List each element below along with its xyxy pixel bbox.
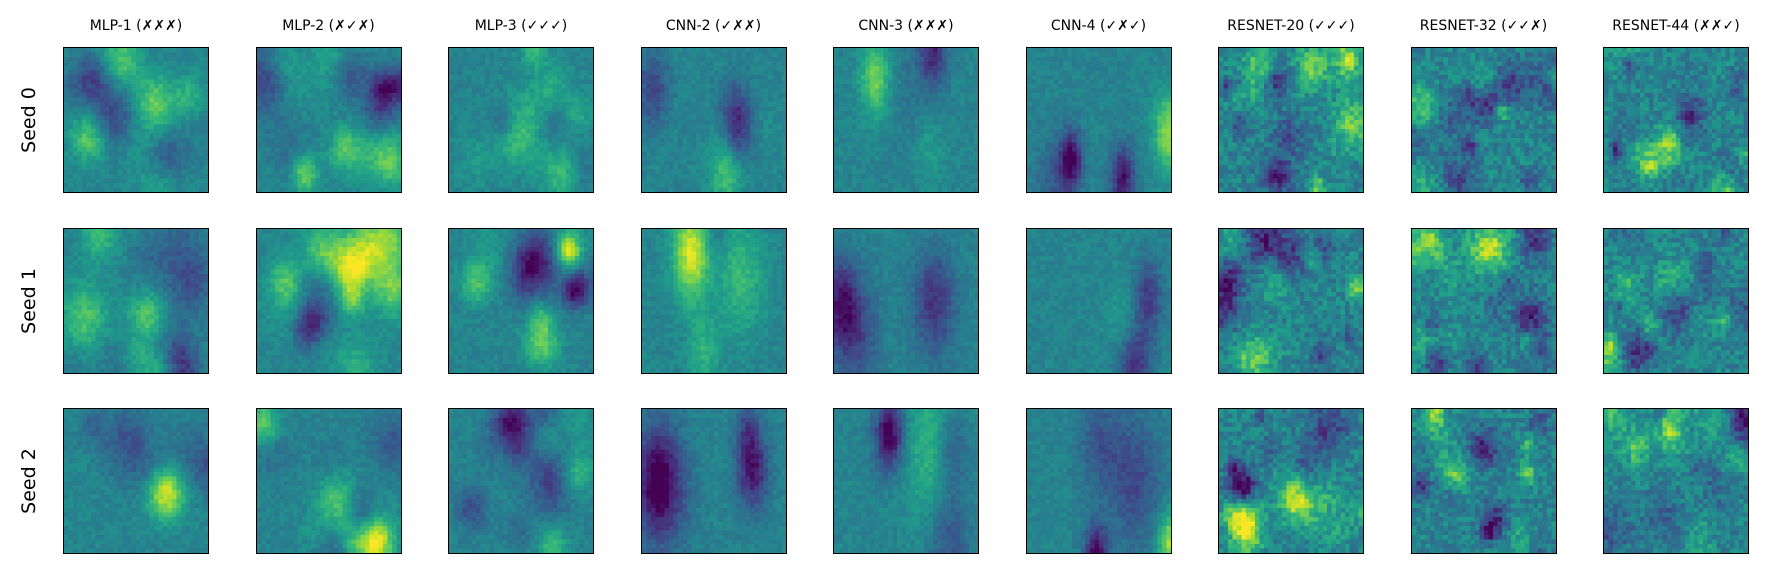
column-title: MLP-2 (✗✓✗) bbox=[282, 18, 375, 34]
saliency-map-panel bbox=[1218, 47, 1364, 193]
heatmap-image bbox=[834, 228, 978, 373]
saliency-map-panel bbox=[63, 227, 209, 374]
saliency-map-panel bbox=[640, 47, 787, 193]
heatmap-image bbox=[1219, 409, 1363, 553]
heatmap-image bbox=[1411, 228, 1556, 373]
saliency-map-panel bbox=[1025, 47, 1172, 193]
heatmap-image bbox=[449, 228, 593, 373]
heatmap-image bbox=[449, 48, 593, 192]
saliency-map-panel bbox=[1410, 408, 1557, 554]
saliency-map-panel bbox=[255, 408, 402, 554]
saliency-map-panel bbox=[448, 47, 594, 193]
saliency-map-panel bbox=[640, 408, 787, 554]
heatmap-image bbox=[64, 48, 208, 192]
saliency-map-panel bbox=[1410, 227, 1557, 374]
saliency-map-panel bbox=[255, 47, 402, 193]
saliency-map-panel bbox=[1218, 227, 1364, 374]
column-title: CNN-3 (✗✗✗) bbox=[858, 18, 954, 34]
column-title: MLP-3 (✓✓✓) bbox=[474, 18, 568, 34]
column-title: RESNET-20 (✓✓✓) bbox=[1227, 18, 1355, 34]
column-title: CNN-4 (✓✗✓) bbox=[1050, 18, 1147, 34]
saliency-map-panel bbox=[640, 227, 787, 374]
saliency-map-panel bbox=[1603, 47, 1749, 193]
heatmap-image bbox=[1026, 228, 1171, 373]
heatmap-image bbox=[1604, 48, 1748, 192]
heatmap-image bbox=[1604, 409, 1748, 553]
saliency-map-panel bbox=[1025, 227, 1172, 374]
saliency-map-panel bbox=[1603, 408, 1749, 554]
saliency-map-panel bbox=[63, 408, 209, 554]
saliency-map-panel bbox=[1410, 47, 1557, 193]
column-title: MLP-1 (✗✗✗) bbox=[89, 18, 183, 34]
heatmap-image bbox=[1604, 228, 1748, 373]
heatmap-image bbox=[256, 228, 401, 373]
heatmap-image bbox=[641, 48, 786, 192]
heatmap-image bbox=[1026, 48, 1171, 192]
row-label: Seed 1 bbox=[18, 267, 40, 334]
saliency-map-panel bbox=[448, 408, 594, 554]
row-label: Seed 2 bbox=[18, 448, 40, 514]
column-title: RESNET-44 (✗✗✓) bbox=[1612, 18, 1740, 34]
heatmap-image bbox=[256, 409, 401, 553]
heatmap-image bbox=[64, 409, 208, 553]
column-title: RESNET-32 (✓✓✗) bbox=[1419, 18, 1548, 34]
row-label: Seed 0 bbox=[18, 87, 40, 153]
heatmap-image bbox=[64, 228, 208, 373]
saliency-map-panel bbox=[255, 227, 402, 374]
saliency-map-panel bbox=[1218, 408, 1364, 554]
saliency-map-panel bbox=[448, 227, 594, 374]
saliency-map-panel bbox=[1603, 227, 1749, 374]
saliency-map-panel bbox=[833, 227, 979, 374]
saliency-map-panel bbox=[833, 408, 979, 554]
heatmap-image bbox=[641, 409, 786, 553]
saliency-map-panel bbox=[1025, 408, 1172, 554]
heatmap-image bbox=[834, 409, 978, 553]
heatmap-image bbox=[1026, 409, 1171, 553]
saliency-map-panel bbox=[63, 47, 209, 193]
heatmap-image bbox=[1219, 228, 1363, 373]
heatmap-image bbox=[1411, 48, 1556, 192]
heatmap-image bbox=[256, 48, 401, 192]
heatmap-image bbox=[1411, 409, 1556, 553]
column-title: CNN-2 (✓✗✗) bbox=[665, 18, 762, 34]
heatmap-image bbox=[449, 409, 593, 553]
heatmap-image bbox=[1219, 48, 1363, 192]
heatmap-image bbox=[834, 48, 978, 192]
saliency-map-panel bbox=[833, 47, 979, 193]
heatmap-image bbox=[641, 228, 786, 373]
